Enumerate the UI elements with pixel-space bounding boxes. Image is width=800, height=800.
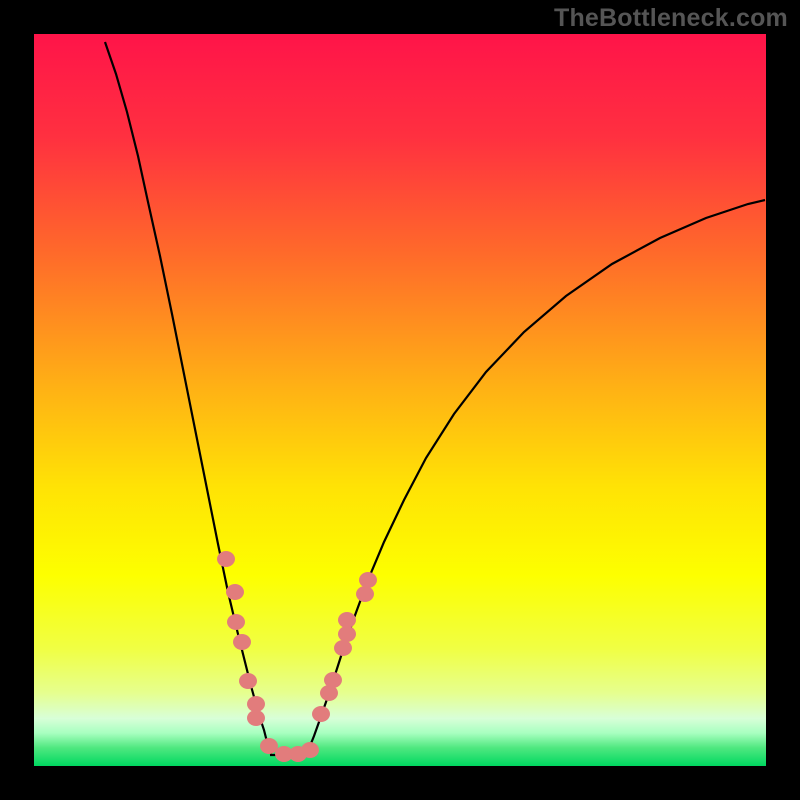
marker-dot [338, 626, 356, 642]
marker-dot [338, 612, 356, 628]
marker-dot [233, 634, 251, 650]
marker-dot [247, 696, 265, 712]
gradient-background [34, 34, 766, 766]
marker-dot [227, 614, 245, 630]
marker-dot [217, 551, 235, 567]
marker-dot [359, 572, 377, 588]
watermark-text: TheBottleneck.com [554, 4, 788, 33]
marker-dot [260, 738, 278, 754]
marker-dot [334, 640, 352, 656]
plot-area [34, 34, 766, 766]
chart-root: TheBottleneck.com [0, 0, 800, 800]
marker-dot [301, 742, 319, 758]
marker-dot [226, 584, 244, 600]
plot-svg [34, 34, 766, 766]
marker-dot [247, 710, 265, 726]
marker-dot [356, 586, 374, 602]
marker-dot [324, 672, 342, 688]
marker-dot [312, 706, 330, 722]
marker-dot [239, 673, 257, 689]
